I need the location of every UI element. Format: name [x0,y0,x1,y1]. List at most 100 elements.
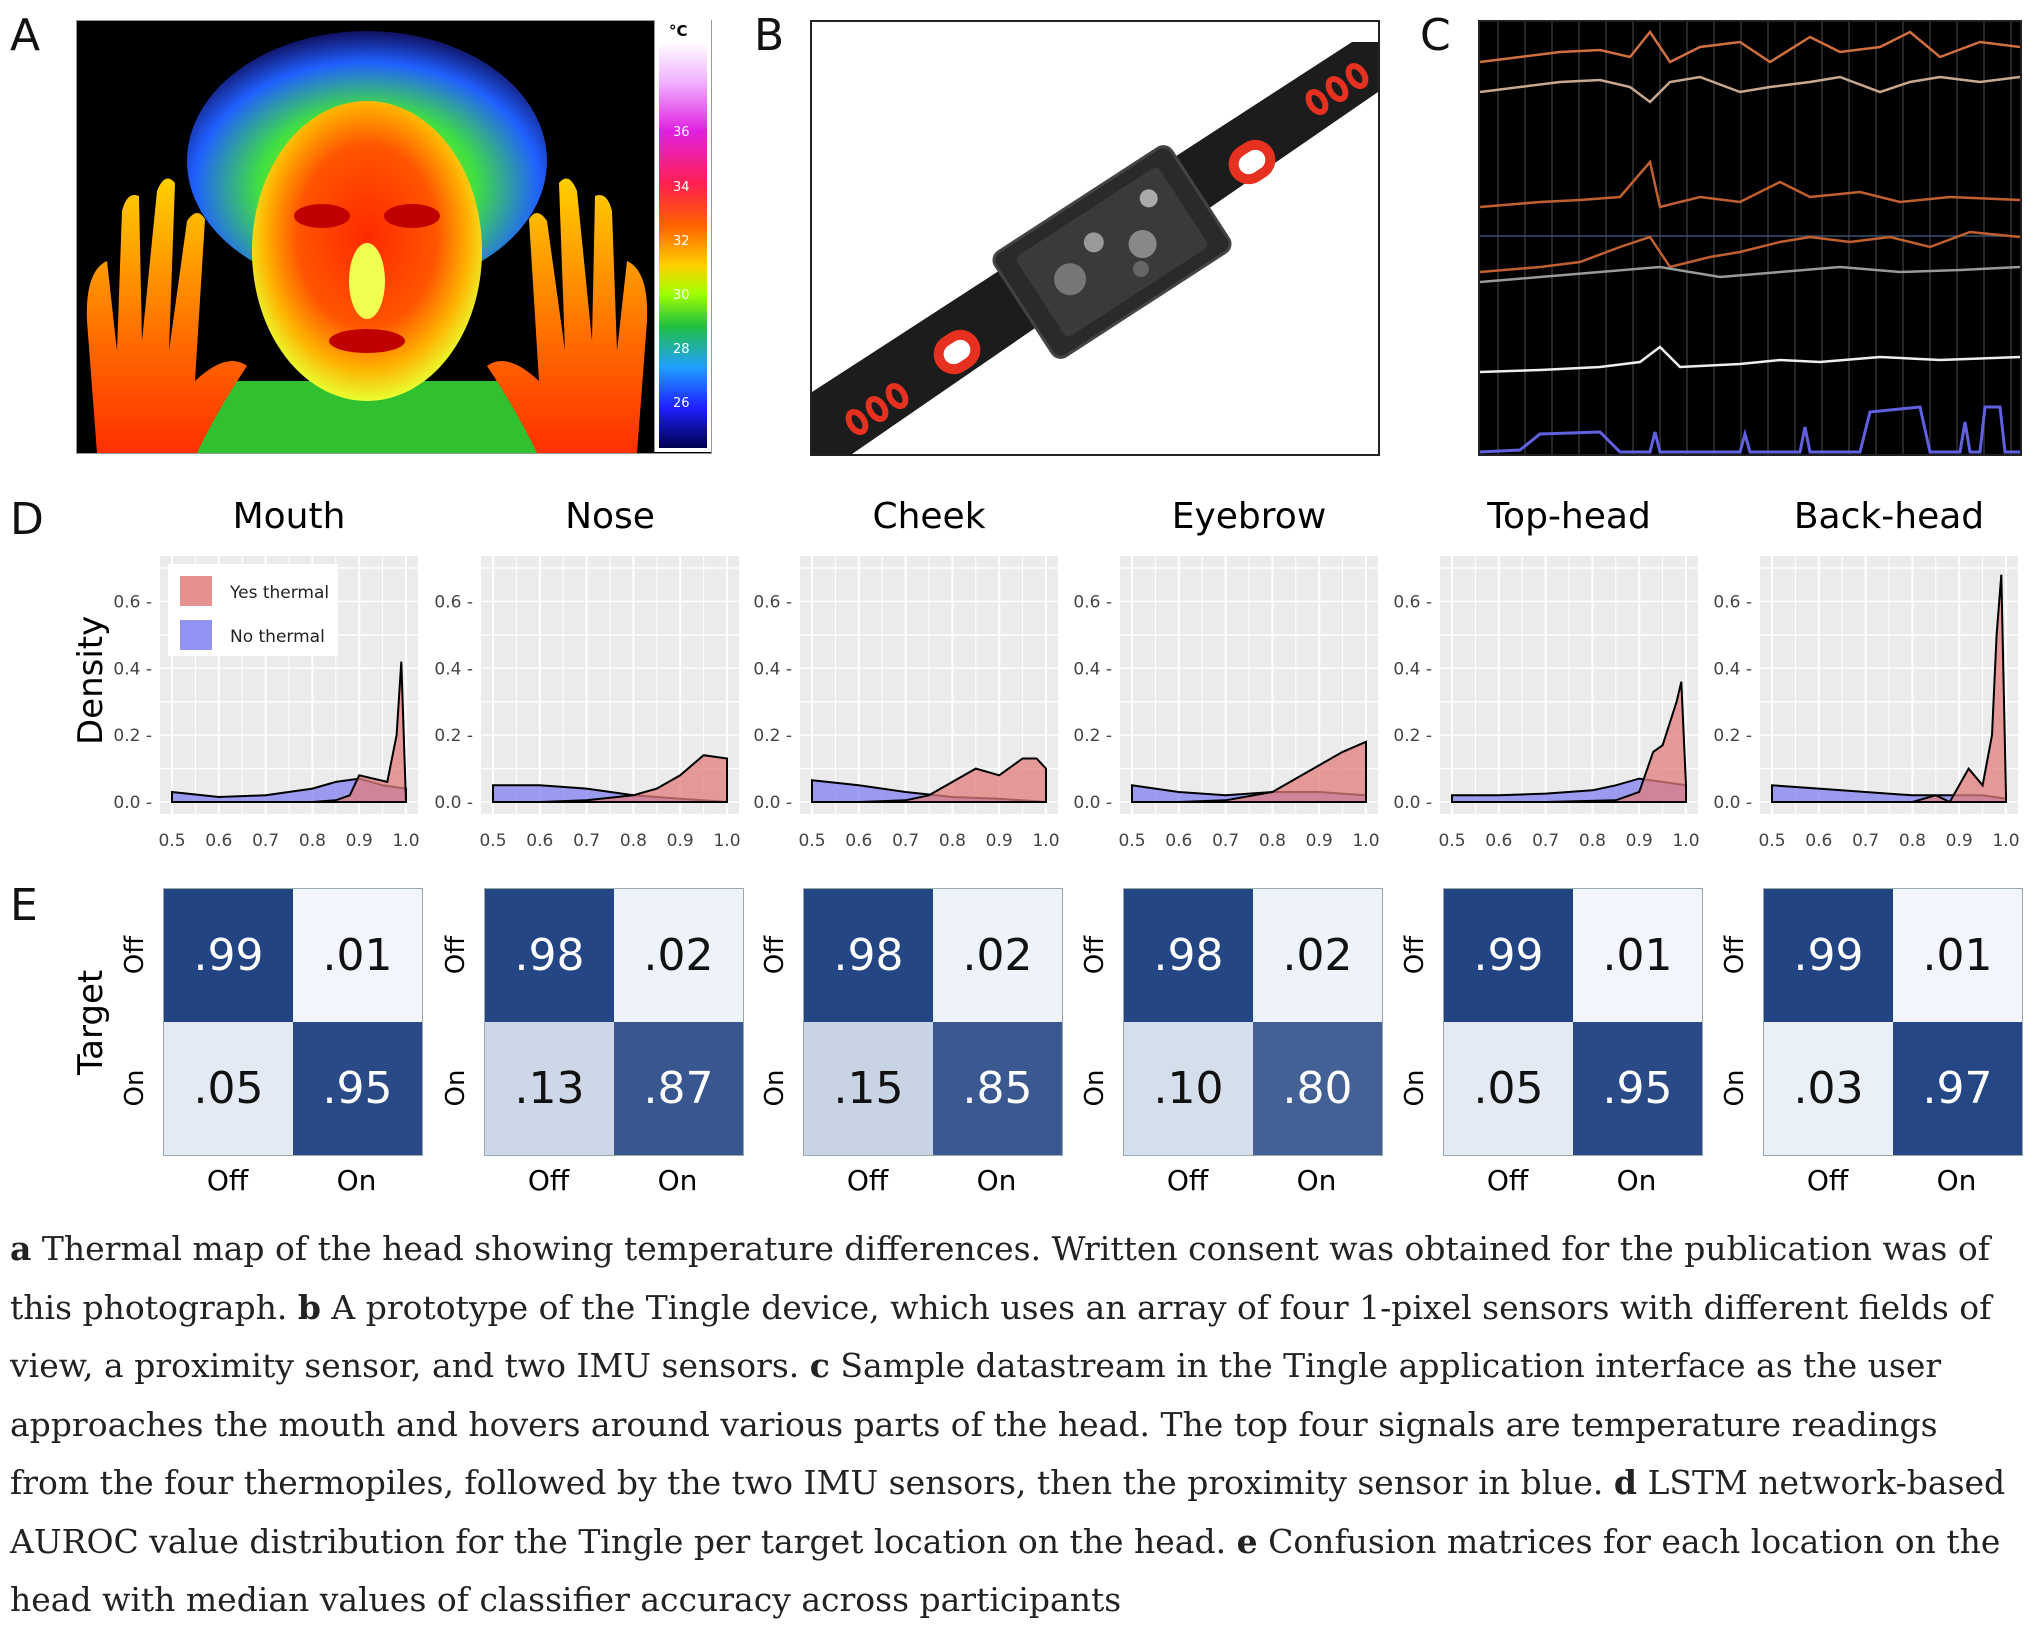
row-label: Off [441,935,471,975]
x-tick-label: 0.7 [573,831,600,851]
density-ylabel: Density [71,615,111,745]
y-tick-label: 0.4 - [113,659,152,679]
confusion-cell: .01 [1893,889,2022,1022]
confusion-cell: .95 [1573,1022,1702,1155]
x-tick-label: 0.9 [986,831,1013,851]
datastream-signals [1480,22,2020,454]
confusion-matrix: .99.01.03.97 [1763,888,2023,1156]
density-series-yes-thermal [1772,574,2007,804]
confusion-matrix: .98.02.13.87 [484,888,744,1156]
confusion-cell: .99 [1764,889,1893,1022]
col-label: On [336,1164,377,1197]
colorbar-tick: 26 [673,396,690,411]
y-tick-label: 0.4 - [1713,659,1752,679]
x-tick-label: 0.9 [346,831,373,851]
y-tick-label: 0.6 - [1073,592,1112,612]
x-tick-label: 1.0 [1352,831,1379,851]
density-title: Eyebrow [1171,496,1327,537]
colorbar-tick: 36 [673,125,690,140]
panel-label-e: E [10,880,38,931]
row-label: On [1400,1069,1430,1107]
legend-swatch [180,576,212,606]
density-series-yes-thermal [172,661,408,803]
caption-text-b: A prototype of the Tingle device, which … [10,1287,1992,1386]
tingle-device-illustration [812,42,1378,454]
y-tick-label: 0.2 - [1073,726,1112,746]
caption-text-c: Sample datastream in the Tingle applicat… [10,1346,1942,1502]
y-tick-label: 0.0 - [753,793,792,813]
panel-label-d: D [10,494,44,545]
confusion-cell: .01 [1573,889,1702,1022]
caption-text-a: Thermal map of the head showing temperat… [10,1229,1990,1327]
confusion-cell: .80 [1253,1022,1382,1155]
density-plot: 0.6 - 0.4 - 0.2 - 0.0 - 0.5 0.6 0.7 0.8 0.9 1.0 [1393,556,1700,851]
caption-text-e: Confusion matrices for each location on … [10,1521,2001,1620]
y-tick-label: 0.2 - [1713,726,1752,746]
confusion-cell: .10 [1124,1022,1253,1155]
panel-label-c: C [1420,10,1451,61]
x-tick-label: 0.5 [479,831,506,851]
x-tick-label: 0.9 [1306,831,1333,851]
col-label: Off [846,1164,889,1197]
confusion-cell: .99 [164,889,293,1022]
colorbar-unit: °C [669,22,688,40]
x-tick-label: 0.6 [1165,831,1192,851]
thermal-image [76,20,712,454]
density-plot: 0.6 - 0.4 - 0.2 - 0.0 - 0.5 0.6 0.7 0.8 0.9 1.0 [753,556,1060,851]
confusion-cell: .99 [1444,889,1573,1022]
y-tick-label: 0.0 - [1713,793,1752,813]
colorbar-tick: 30 [673,288,690,303]
confusion-matrix: .99.01.05.95 [1443,888,1703,1156]
density-series-yes-thermal [493,754,728,803]
device-photo [810,20,1380,456]
x-tick-label: 0.9 [667,831,694,851]
x-tick-label: 0.5 [798,831,825,851]
row-label: Off [1400,935,1430,975]
y-tick-label: 0.6 - [1713,592,1752,612]
x-tick-label: 0.8 [620,831,647,851]
confusion-matrix: .98.02.10.80 [1123,888,1383,1156]
panel-label-a: A [10,10,41,61]
confusion-cell: .87 [614,1022,743,1155]
confusion-cell: .03 [1764,1022,1893,1155]
density-plot: 0.6 - 0.4 - 0.2 - 0.0 - 0.5 0.6 0.7 0.8 0.9 1.0 Ye… [113,556,420,851]
x-tick-label: 0.5 [158,831,185,851]
y-tick-label: 0.0 - [1073,793,1112,813]
density-title: Back-head [1793,496,1985,537]
y-tick-label: 0.4 - [1073,659,1112,679]
colorbar-gradient [659,42,707,448]
x-tick-label: 0.8 [939,831,966,851]
row-label: Off [760,935,790,975]
confusion-cell: .01 [293,889,422,1022]
col-label: Off [206,1164,249,1197]
y-tick-label: 0.4 - [753,659,792,679]
caption-tag-d: d [1613,1463,1637,1502]
legend-swatch [180,620,212,650]
density-series-yes-thermal [812,757,1047,803]
col-label: Off [527,1164,570,1197]
x-tick-label: 0.8 [1579,831,1606,851]
y-tick-label: 0.2 - [753,726,792,746]
row-label: On [441,1069,471,1107]
confusion-cell: .02 [933,889,1062,1022]
y-tick-label: 0.4 - [1393,659,1432,679]
y-tick-label: 0.6 - [1393,592,1432,612]
x-tick-label: 0.6 [1485,831,1512,851]
y-tick-label: 0.6 - [753,592,792,612]
row-label: On [1720,1069,1750,1107]
colorbar-tick: 28 [673,342,690,357]
legend-label: No thermal [230,627,325,647]
confusion-matrix: .98.02.15.85 [803,888,1063,1156]
row-label: Off [120,935,150,975]
panel-label-b: B [754,10,785,61]
density-title: Nose [565,496,655,537]
caption-tag-e: e [1236,1521,1258,1561]
y-tick-label: 0.0 - [113,793,152,813]
x-tick-label: 0.7 [1852,831,1879,851]
confusion-cell: .98 [1124,889,1253,1022]
caption-tag-a: a [10,1229,32,1268]
x-tick-label: 0.6 [1805,831,1832,851]
confusion-cell: .13 [485,1022,614,1155]
col-label: On [657,1164,698,1197]
col-label: On [976,1164,1017,1197]
